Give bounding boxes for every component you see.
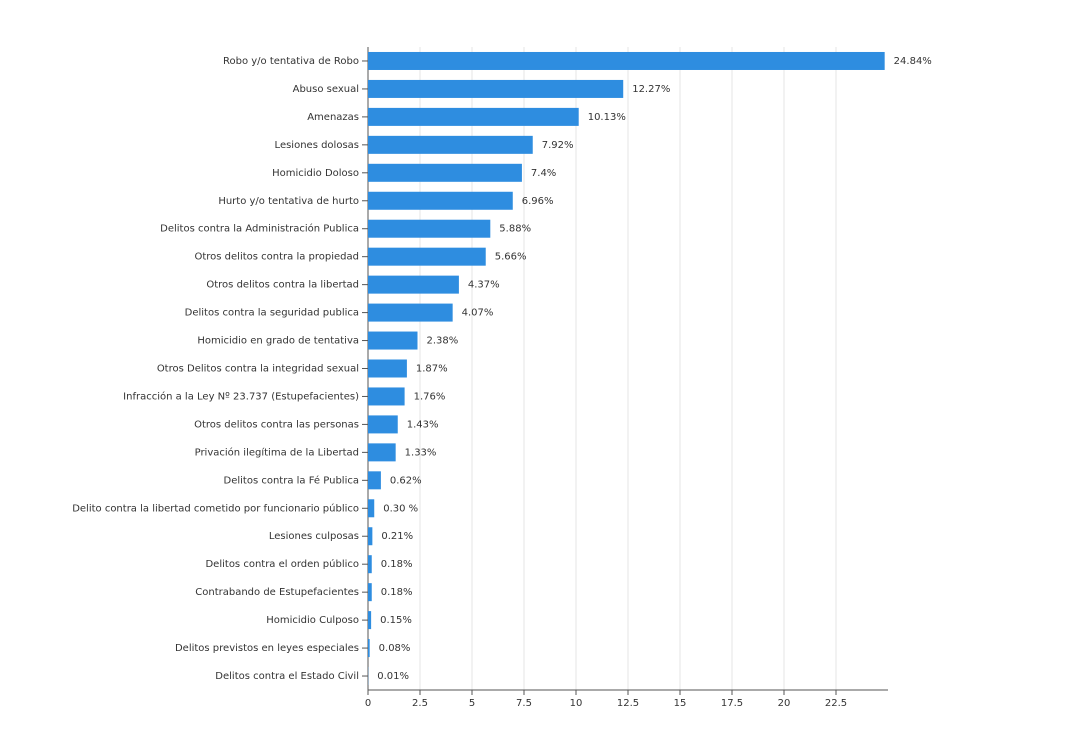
value-label: 0.15%: [380, 615, 412, 626]
value-label: 0.21%: [381, 531, 413, 542]
bar: [368, 331, 418, 350]
x-tick-label: 2.5: [412, 698, 428, 709]
y-tick-label: Lesiones culposas: [269, 531, 359, 542]
y-tick-label: Delito contra la libertad cometido por f…: [72, 502, 359, 514]
y-tick-label: Homicidio en grado de tentativa: [197, 336, 359, 347]
x-tick-label: 15: [674, 698, 687, 709]
bar: [368, 471, 381, 490]
value-label: 7.92%: [542, 140, 574, 151]
y-tick-label: Delitos previstos en leyes especiales: [175, 643, 359, 654]
x-tick-label: 7.5: [516, 698, 532, 709]
y-tick-label: Hurto y/o tentativa de hurto: [218, 196, 359, 207]
x-tick-label: 12.5: [617, 698, 639, 709]
y-tick-label: Otros delitos contra la libertad: [206, 280, 359, 291]
x-tick-label: 5: [469, 698, 475, 709]
value-label: 0.30 %: [383, 503, 418, 514]
value-label: 12.27%: [632, 84, 670, 95]
value-label: 7.4%: [531, 168, 556, 179]
bar: [368, 639, 370, 658]
x-tick-label: 0: [365, 698, 371, 709]
bar: [368, 219, 491, 238]
bar: [368, 79, 624, 98]
y-tick-label: Delitos contra el orden público: [205, 558, 359, 570]
y-tick-label: Homicidio Doloso: [272, 168, 359, 179]
value-label: 24.84%: [894, 56, 932, 67]
value-label: 5.66%: [495, 252, 527, 263]
value-label: 10.13%: [588, 112, 626, 123]
value-label: 2.38%: [427, 336, 459, 347]
y-tick-label: Robo y/o tentativa de Robo: [223, 56, 359, 67]
y-tick-label: Otros delitos contra las personas: [194, 419, 359, 430]
y-tick-label: Delitos contra la Administración Publica: [160, 223, 359, 235]
bar: [368, 527, 373, 546]
value-label: 4.07%: [462, 308, 494, 319]
y-tick-label: Otros Delitos contra la integridad sexua…: [157, 364, 359, 375]
bar: [368, 359, 407, 378]
bar: [368, 303, 453, 322]
bar: [368, 583, 372, 602]
y-tick-label: Abuso sexual: [293, 84, 359, 95]
bar: [368, 107, 579, 126]
y-tick-label: Homicidio Culposo: [266, 615, 359, 626]
bar: [368, 163, 522, 182]
x-tick-label: 22.5: [825, 698, 847, 709]
bar: [368, 135, 533, 154]
x-tick-label: 20: [778, 698, 791, 709]
value-label: 0.18%: [381, 587, 413, 598]
value-label: 1.87%: [416, 364, 448, 375]
bar: [368, 191, 513, 210]
value-label: 0.01%: [377, 671, 409, 682]
x-tick-label: 17.5: [721, 698, 743, 709]
y-tick-label: Infracción a la Ley Nº 23.737 (Estupefac…: [123, 390, 359, 402]
y-tick-label: Delitos contra la Fé Publica: [224, 474, 359, 486]
y-tick-label: Amenazas: [307, 112, 359, 123]
y-tick-label: Delitos contra el Estado Civil: [215, 671, 359, 682]
bar: [368, 415, 398, 434]
x-tick-label: 10: [570, 698, 583, 709]
bar: [368, 51, 885, 70]
value-label: 0.18%: [381, 559, 413, 570]
value-label: 1.33%: [405, 447, 437, 458]
y-tick-label: Contrabando de Estupefacientes: [195, 587, 359, 598]
value-label: 4.37%: [468, 280, 500, 291]
bar: [368, 247, 486, 266]
value-label: 0.62%: [390, 475, 422, 486]
bar: [368, 499, 375, 518]
bar: [368, 555, 372, 574]
bar: [368, 275, 459, 294]
value-label: 0.08%: [379, 643, 411, 654]
y-tick-label: Otros delitos contra la propiedad: [194, 252, 359, 263]
bar: [368, 387, 405, 406]
value-label: 1.76%: [414, 391, 446, 402]
y-tick-label: Privación ilegítima de la Libertad: [195, 446, 359, 458]
value-label: 5.88%: [499, 224, 531, 235]
bar: [368, 443, 396, 462]
bar: [368, 611, 372, 630]
value-label: 1.43%: [407, 419, 439, 430]
y-tick-label: Lesiones dolosas: [275, 140, 359, 151]
value-label: 6.96%: [522, 196, 554, 207]
y-tick-label: Delitos contra la seguridad publica: [185, 308, 359, 319]
